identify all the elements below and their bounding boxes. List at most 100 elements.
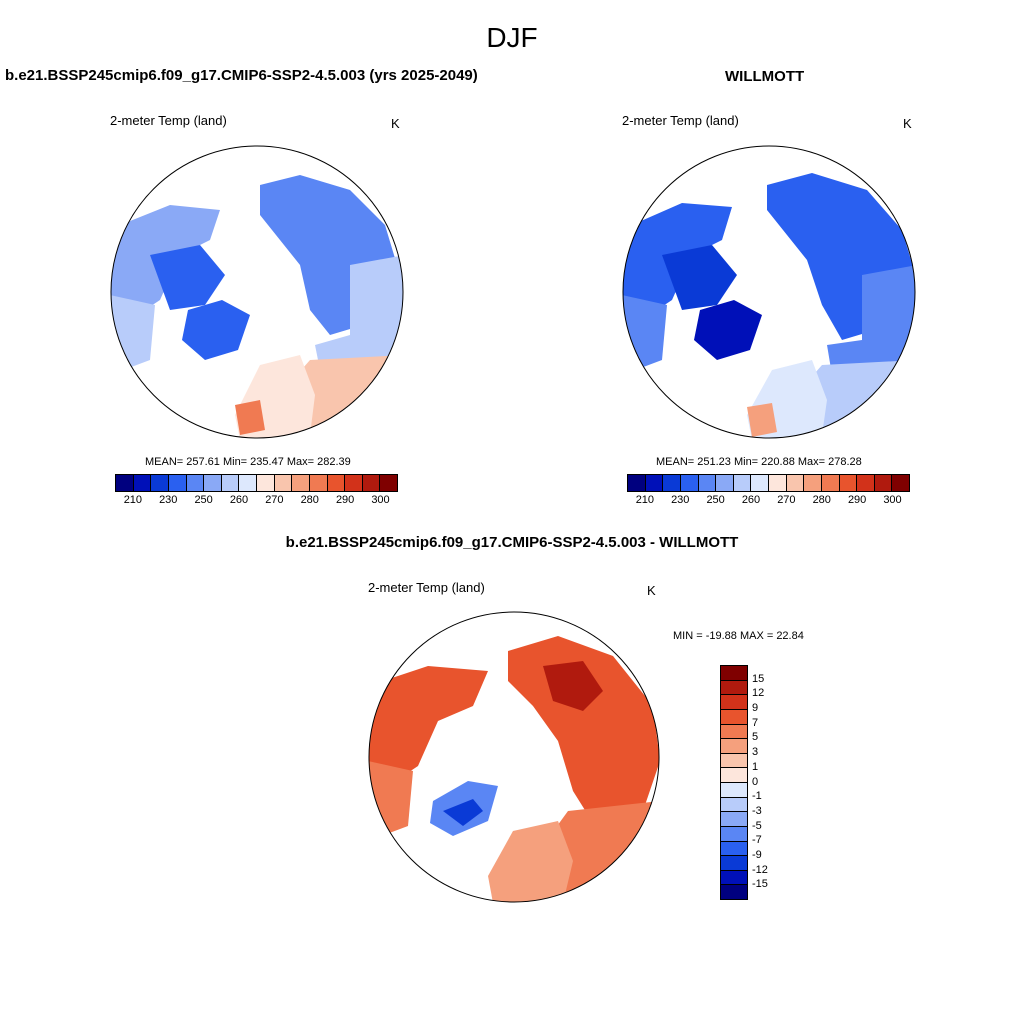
colorbar-tick-label: -12 [752, 863, 768, 876]
colorbar-tick-label: 280 [812, 494, 831, 506]
colorbar-swatch [309, 475, 328, 491]
colorbar-tick-label: 1 [752, 760, 759, 773]
colorbar-tick-label: 15 [752, 672, 765, 685]
colorbar-swatch [721, 739, 747, 754]
colorbar-swatch [721, 870, 747, 886]
panel-2-map [622, 145, 916, 439]
panel-2-variable-label: 2-meter Temp (land) [622, 113, 739, 128]
colorbar-swatch [821, 475, 840, 491]
colorbar-tick-label: -1 [752, 790, 762, 803]
colorbar-tick-label: 270 [265, 494, 284, 506]
colorbar-swatch [680, 475, 699, 491]
colorbar-tick-label: -3 [752, 804, 762, 817]
colorbar-swatch [345, 475, 363, 491]
colorbar-swatch [380, 475, 397, 491]
colorbar-swatch [721, 826, 747, 842]
colorbar-swatch [663, 475, 681, 491]
colorbar-swatch [239, 475, 257, 491]
colorbar-swatch [698, 475, 717, 491]
colorbar-swatch [874, 475, 893, 491]
colorbar-swatch [116, 475, 134, 491]
colorbar-swatch [292, 475, 310, 491]
panel-3-colorbar [720, 665, 748, 900]
colorbar-swatch [628, 475, 646, 491]
panel-1-units-label: K [391, 116, 400, 131]
colorbar-swatch [804, 475, 822, 491]
colorbar-swatch [857, 475, 875, 491]
colorbar-tick-label: -9 [752, 848, 762, 861]
colorbar-tick-label: 250 [706, 494, 725, 506]
colorbar-tick-label: 230 [159, 494, 178, 506]
colorbar-tick-label: 260 [741, 494, 761, 506]
colorbar-swatch [274, 475, 293, 491]
colorbar-swatch [721, 841, 747, 857]
colorbar-swatch [721, 680, 747, 696]
colorbar-tick-label: 300 [371, 494, 390, 506]
colorbar-swatch [721, 753, 747, 769]
panel-2-colorbar [627, 474, 910, 492]
colorbar-tick-label: 3 [752, 746, 759, 759]
panel-3-colorbar-labels: 15 12 9 7 5 3 1 0 -1 -3 -5 -7 -9 -12 -15 [752, 665, 792, 898]
colorbar-swatch [721, 812, 747, 827]
colorbar-swatch [721, 768, 747, 783]
colorbar-swatch [721, 666, 747, 681]
colorbar-swatch [186, 475, 205, 491]
colorbar-tick-label: 230 [671, 494, 690, 506]
colorbar-swatch [716, 475, 734, 491]
colorbar-tick-label: 210 [123, 494, 143, 506]
panel-1-variable-label: 2-meter Temp (land) [110, 113, 227, 128]
colorbar-swatch [168, 475, 187, 491]
colorbar-swatch [151, 475, 169, 491]
colorbar-swatch [751, 475, 769, 491]
colorbar-tick-label: 5 [752, 731, 759, 744]
colorbar-tick-label: -7 [752, 834, 762, 847]
colorbar-tick-label: 7 [752, 716, 759, 729]
colorbar-tick-label: 270 [777, 494, 796, 506]
colorbar-swatch [733, 475, 752, 491]
colorbar-tick-label: 280 [300, 494, 319, 506]
colorbar-swatch [327, 475, 346, 491]
colorbar-tick-label: 260 [229, 494, 249, 506]
colorbar-swatch [892, 475, 909, 491]
colorbar-tick-label: 12 [752, 687, 765, 700]
colorbar-swatch [133, 475, 152, 491]
colorbar-swatch [204, 475, 222, 491]
panel-1-map [110, 145, 404, 439]
colorbar-swatch [721, 797, 747, 813]
colorbar-swatch [721, 724, 747, 740]
colorbar-tick-label: 290 [847, 494, 867, 506]
colorbar-swatch [721, 885, 747, 899]
colorbar-swatch [769, 475, 787, 491]
panel-1-title: b.e21.BSSP245cmip6.f09_g17.CMIP6-SSP2-4.… [5, 67, 478, 84]
panel-3-variable-label: 2-meter Temp (land) [368, 580, 485, 595]
colorbar-tick-label: 0 [752, 775, 759, 788]
colorbar-swatch [721, 709, 747, 725]
panel-3-title: b.e21.BSSP245cmip6.f09_g17.CMIP6-SSP2-4.… [285, 534, 739, 551]
figure-title: DJF [486, 22, 538, 53]
colorbar-swatch [839, 475, 858, 491]
colorbar-tick-label: 300 [883, 494, 902, 506]
panel-3-map [368, 611, 660, 903]
panel-3-units-label: K [647, 583, 656, 598]
colorbar-swatch [221, 475, 240, 491]
colorbar-swatch [721, 856, 747, 871]
colorbar-tick-label: 250 [194, 494, 213, 506]
colorbar-tick-label: -15 [752, 878, 768, 891]
colorbar-swatch [721, 695, 747, 710]
colorbar-swatch [257, 475, 275, 491]
colorbar-tick-label: 9 [752, 702, 759, 715]
panel-1-colorbar [115, 474, 398, 492]
panel-2-title: WILLMOTT [725, 68, 805, 85]
colorbar-swatch [786, 475, 805, 491]
panel-2-colorbar-labels: 210 230 250 260 270 280 290 300 [627, 494, 908, 508]
colorbar-tick-label: 210 [635, 494, 655, 506]
colorbar-swatch [362, 475, 381, 491]
colorbar-swatch [645, 475, 664, 491]
panel-1-stats: MEAN= 257.61 Min= 235.47 Max= 282.39 [145, 456, 351, 468]
colorbar-tick-label: -5 [752, 819, 762, 832]
panel-2-units-label: K [903, 116, 912, 131]
colorbar-swatch [721, 783, 747, 798]
panel-2-stats: MEAN= 251.23 Min= 220.88 Max= 278.28 [656, 456, 862, 468]
colorbar-tick-label: 290 [335, 494, 355, 506]
panel-1-colorbar-labels: 210 230 250 260 270 280 290 300 [115, 494, 396, 508]
